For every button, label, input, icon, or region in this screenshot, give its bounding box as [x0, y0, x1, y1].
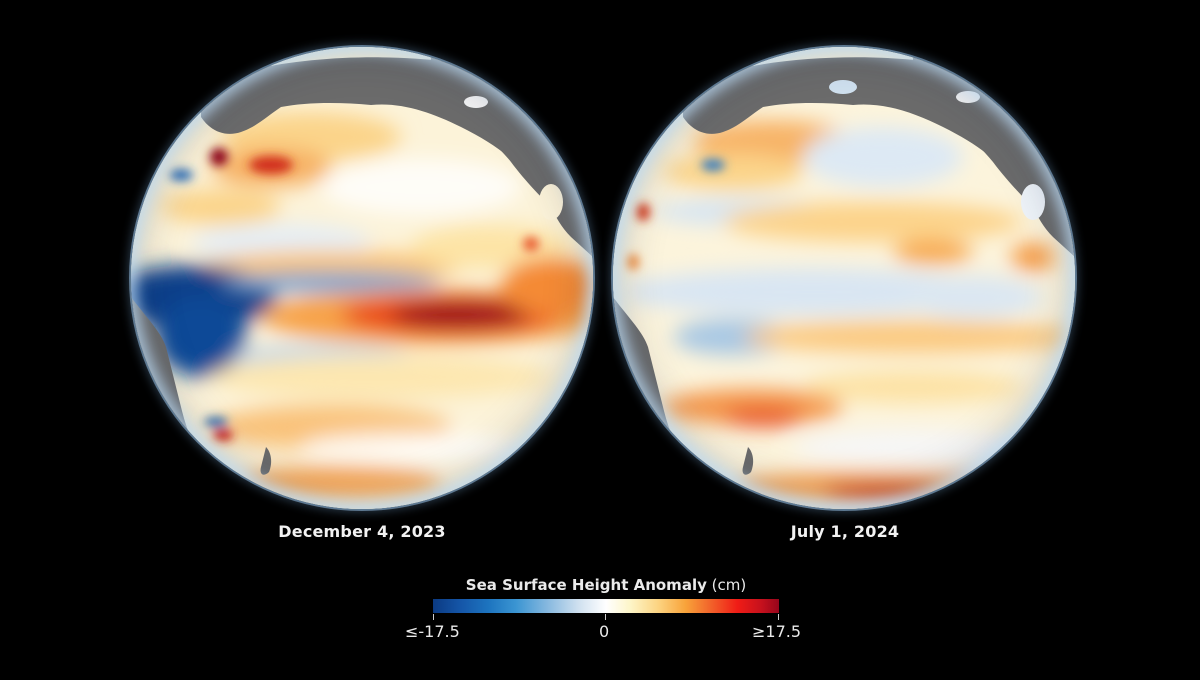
colorbar — [433, 599, 779, 613]
tick-min — [433, 614, 434, 620]
globe-panel-july-2024 — [613, 47, 1075, 509]
sea-surface-anomaly-map — [131, 47, 593, 509]
colorbar-max-label: ≥17.5 — [752, 622, 802, 641]
tick-mid — [605, 614, 606, 620]
date-label-left: December 4, 2023 — [278, 522, 446, 541]
colorbar-min-label: ≤-17.5 — [405, 622, 460, 641]
date-label-right: July 1, 2024 — [790, 522, 900, 541]
sea-surface-anomaly-map — [613, 47, 1075, 509]
legend-unit: (cm) — [711, 576, 747, 594]
legend-title: Sea Surface Height Anomaly (cm) — [433, 576, 779, 594]
globe-panel-december-2023 — [131, 47, 593, 509]
tick-max — [778, 614, 779, 620]
legend-title-text: Sea Surface Height Anomaly — [465, 576, 707, 594]
globe-map-july-2024 — [613, 47, 1075, 509]
colorbar-mid-label: 0 — [599, 622, 610, 641]
globe-map-december-2023 — [131, 47, 593, 509]
